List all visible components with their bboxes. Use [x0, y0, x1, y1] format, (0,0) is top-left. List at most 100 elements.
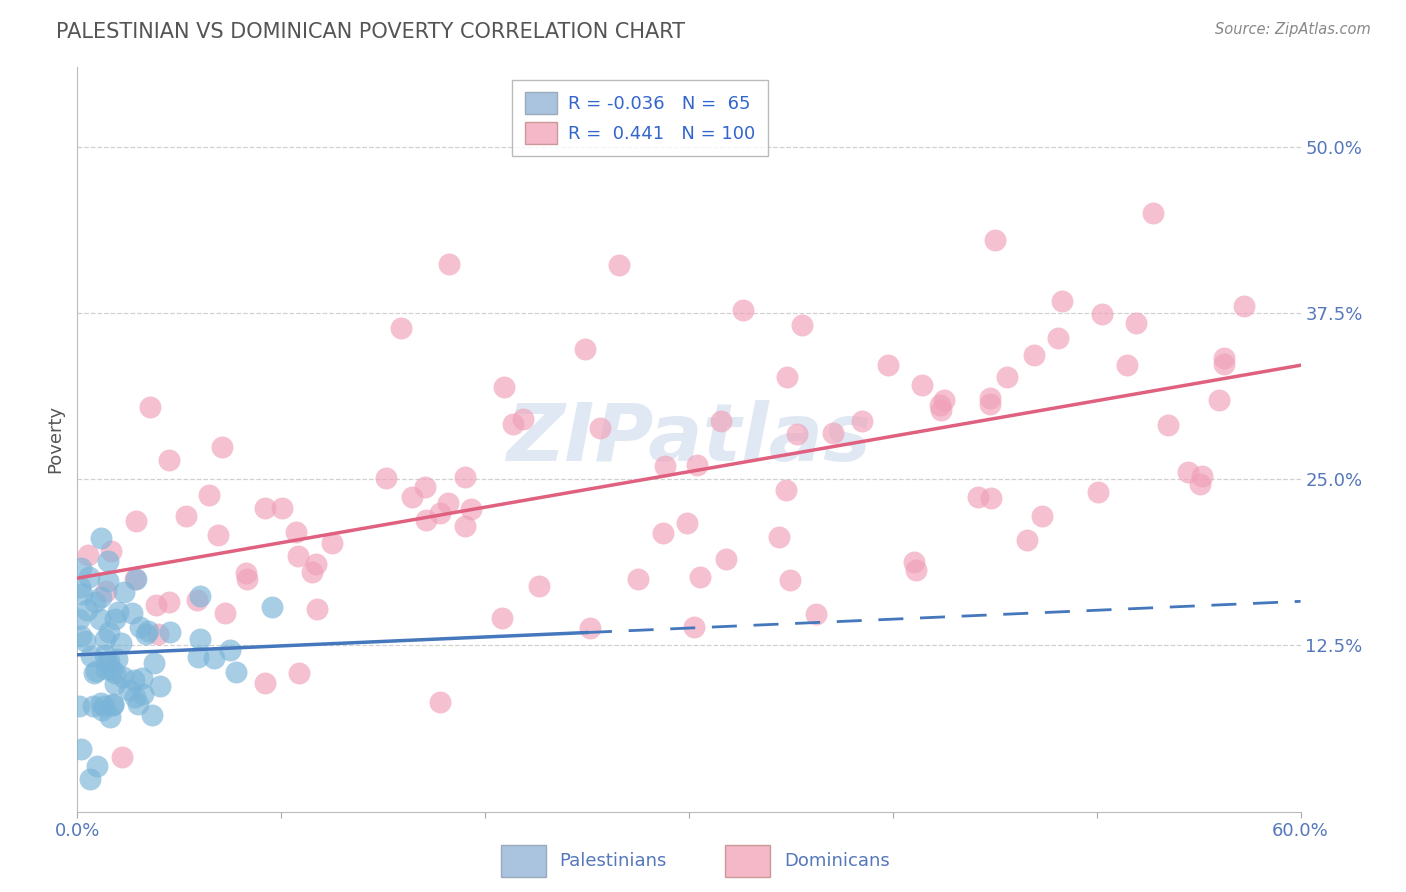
Point	[260, 599, 283, 614]
Point	[689, 570, 711, 584]
Point	[932, 392, 955, 407]
Point	[1125, 316, 1147, 330]
Point	[502, 417, 524, 432]
Point	[107, 605, 129, 619]
Point	[1213, 351, 1236, 365]
Point	[143, 656, 166, 670]
Point	[90, 696, 112, 710]
Point	[437, 256, 460, 270]
Text: PALESTINIAN VS DOMINICAN POVERTY CORRELATION CHART: PALESTINIAN VS DOMINICAN POVERTY CORRELA…	[56, 22, 685, 42]
Point	[72, 586, 94, 600]
Point	[122, 673, 145, 687]
Point	[512, 412, 534, 426]
Point	[127, 697, 149, 711]
Point	[287, 549, 309, 563]
Point	[100, 710, 122, 724]
Point	[131, 671, 153, 685]
Point	[929, 398, 952, 412]
Point	[304, 557, 326, 571]
Point	[652, 526, 675, 541]
Point	[79, 649, 101, 664]
Point	[157, 595, 180, 609]
Point	[197, 487, 219, 501]
Point	[529, 579, 551, 593]
Point	[301, 565, 323, 579]
Point	[79, 772, 101, 787]
Point	[1188, 477, 1211, 491]
Point	[980, 491, 1002, 505]
Point	[83, 666, 105, 681]
Point	[211, 440, 233, 454]
Point	[84, 664, 107, 678]
Point	[93, 648, 115, 662]
Point	[104, 677, 127, 691]
Point	[67, 698, 90, 713]
Point	[98, 624, 121, 639]
Point	[1015, 533, 1038, 548]
Point	[579, 621, 602, 635]
Point	[851, 413, 873, 427]
Point	[69, 580, 91, 594]
Point	[415, 513, 437, 527]
Text: Palestinians: Palestinians	[560, 852, 666, 871]
Point	[219, 642, 242, 657]
Point	[491, 611, 513, 625]
Point	[1157, 417, 1180, 432]
Point	[100, 544, 122, 558]
Text: ZIPatlas: ZIPatlas	[506, 401, 872, 478]
Point	[254, 676, 277, 690]
Point	[188, 589, 211, 603]
Point	[460, 502, 482, 516]
Point	[141, 708, 163, 723]
Point	[112, 670, 135, 684]
Point	[145, 599, 167, 613]
Point	[70, 561, 93, 575]
Point	[876, 358, 898, 372]
Point	[136, 624, 159, 638]
Point	[70, 629, 93, 643]
Point	[1213, 357, 1236, 371]
Point	[86, 759, 108, 773]
Point	[786, 426, 808, 441]
Point	[97, 574, 120, 588]
Point	[101, 697, 124, 711]
Point	[1052, 293, 1074, 308]
Point	[129, 620, 152, 634]
Point	[110, 636, 132, 650]
Point	[437, 496, 460, 510]
Point	[235, 566, 257, 580]
Point	[288, 666, 311, 681]
Point	[94, 584, 117, 599]
Point	[731, 303, 754, 318]
Point	[768, 530, 790, 544]
Point	[121, 606, 143, 620]
Point	[188, 632, 211, 646]
Point	[776, 369, 799, 384]
Point	[401, 491, 423, 505]
Point	[77, 549, 100, 563]
Point	[492, 380, 515, 394]
Point	[83, 595, 105, 609]
Point	[627, 573, 650, 587]
Point	[82, 699, 104, 714]
Point	[804, 607, 827, 621]
Point	[1233, 299, 1256, 313]
Point	[254, 500, 277, 515]
Point	[589, 421, 612, 435]
Point	[389, 321, 412, 335]
Point	[100, 664, 122, 678]
Point	[903, 555, 925, 569]
Point	[174, 509, 197, 524]
Point	[321, 536, 343, 550]
Point	[186, 593, 208, 607]
Point	[117, 683, 139, 698]
Point	[686, 458, 709, 472]
Point	[124, 572, 146, 586]
Point	[967, 490, 990, 504]
Point	[125, 572, 148, 586]
Point	[792, 318, 814, 333]
Point	[104, 665, 127, 680]
Point	[453, 519, 475, 533]
Text: Dominicans: Dominicans	[785, 852, 890, 871]
Point	[67, 612, 90, 626]
